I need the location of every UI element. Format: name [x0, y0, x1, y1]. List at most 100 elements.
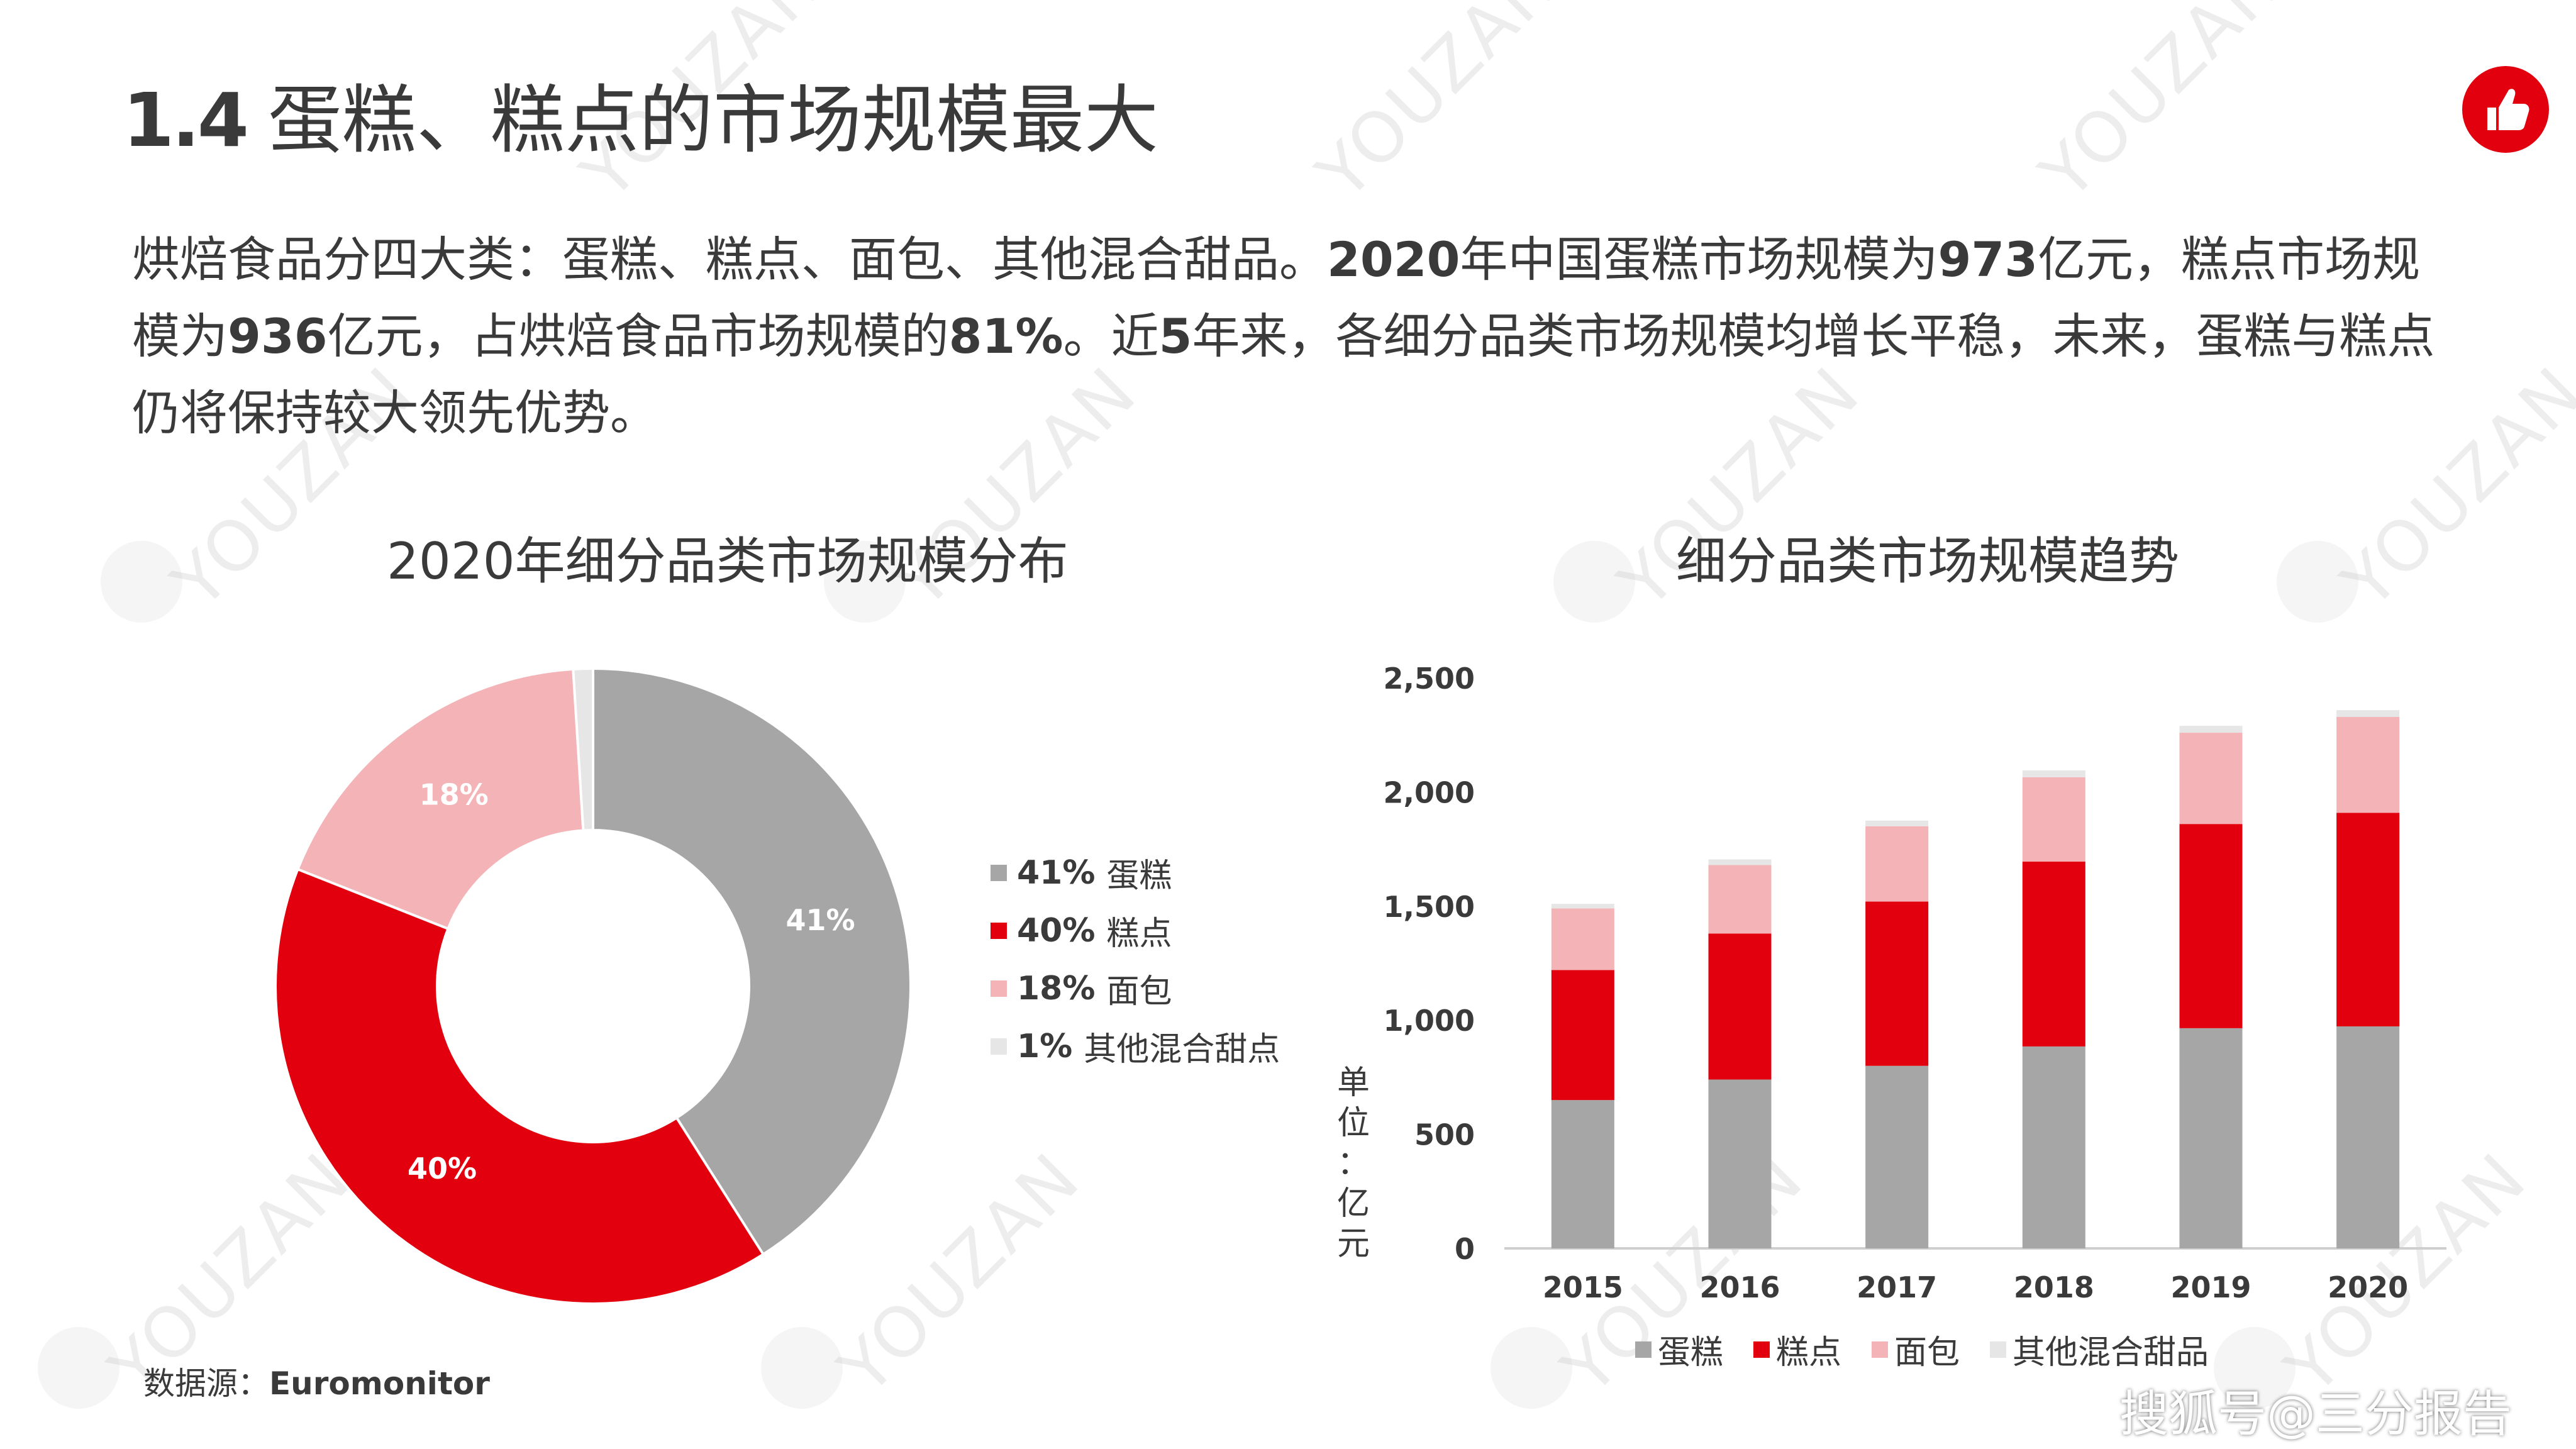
bar-segment-2 [2022, 777, 2085, 862]
watermark-logo-icon [1553, 541, 1635, 623]
source-value: Euromonitor [269, 1365, 490, 1402]
bar-segment-3 [2022, 770, 2085, 777]
bar-legend-item: 糕点 [1753, 1326, 1841, 1373]
bar-chart-title: 细分品类市场规模趋势 [1676, 532, 2179, 591]
legend-swatch [991, 980, 1007, 997]
legend-pct: 1% [1017, 1027, 1073, 1065]
bar-segment-0 [2179, 1028, 2243, 1248]
intro-text: 亿元，占烘焙食品市场规模的 [327, 308, 949, 364]
bar-segment-3 [2336, 710, 2400, 718]
bar-segment-0 [1551, 1100, 1614, 1248]
intro-text: 仍将保持较大领先优势。 [132, 385, 658, 441]
intro-text: 烘焙食品分四大类：蛋糕、糕点、面包、其他混合甜品。 [132, 231, 1327, 287]
bar-segment-1 [1551, 970, 1614, 1101]
legend-swatch [1990, 1341, 2007, 1358]
legend-swatch [991, 922, 1007, 939]
legend-label: 面包 [1106, 973, 1172, 1011]
x-tick-label: 2018 [2014, 1270, 2094, 1304]
legend-swatch [1753, 1341, 1770, 1358]
bar-segment-0 [1708, 1079, 1772, 1248]
intro-text: 。近 [1063, 308, 1159, 364]
donut-legend-item-cake: 41% 蛋糕 [991, 849, 1172, 896]
x-tick-label: 2019 [2170, 1270, 2251, 1304]
donut-data-label-2: 18% [419, 777, 489, 811]
bar-segment-2 [2336, 717, 2400, 813]
intro-text: 年中国蛋糕市场规模为 [1460, 231, 1938, 287]
data-source: 数据源：Euromonitor [143, 1358, 490, 1404]
bar-legend: 蛋糕 糕点 面包 其他混合甜品 [1635, 1326, 2209, 1373]
bar-segment-0 [1865, 1065, 1929, 1248]
y-tick-label: 500 [1414, 1118, 1475, 1152]
bar-segment-1 [2179, 824, 2243, 1028]
donut-data-label-0: 41% [786, 903, 855, 937]
bar-segment-1 [1865, 901, 1929, 1066]
donut-legend-item-pastry: 40% 糕点 [991, 907, 1172, 954]
y-tick-label: 2,000 [1383, 775, 1475, 809]
donut-data-label-1: 40% [408, 1152, 477, 1185]
x-tick-label: 2015 [1543, 1270, 1623, 1304]
intro-text: 亿元，糕点市场规 [2038, 231, 2421, 287]
watermark-logo-icon [101, 541, 182, 623]
intro-text: 年来，各细分品类市场规模均增长平稳，未来，蛋糕与糕点 [1192, 308, 2435, 364]
y-axis-unit-label: 单 位 ： 亿 元 [1336, 1064, 1370, 1263]
watermark-logo-icon [761, 1327, 843, 1409]
legend-label: 其他混合甜品 [2012, 1334, 2209, 1372]
page-title: 1.4 蛋糕、糕点的市场规模最大 [123, 60, 1158, 167]
y-tick-label: 2,500 [1383, 662, 1475, 696]
intro-bold: 973 [1938, 231, 2038, 287]
section-number: 1.4 [123, 77, 249, 164]
legend-pct: 41% [1017, 853, 1096, 892]
watermark-logo-icon [2277, 541, 2358, 623]
watermark-logo-icon [38, 1327, 119, 1409]
bar-legend-item: 面包 [1872, 1326, 1960, 1373]
x-tick-label: 2016 [1699, 1270, 1780, 1304]
legend-label: 糕点 [1776, 1334, 1842, 1372]
donut-slice-2 [296, 667, 585, 931]
watermark-logo-icon [1491, 1327, 1572, 1409]
bar-legend-item: 蛋糕 [1635, 1326, 1723, 1373]
bar-segment-3 [2179, 726, 2243, 733]
intro-bold: 2020 [1327, 231, 1460, 287]
legend-label: 其他混合甜点 [1084, 1031, 1280, 1069]
legend-swatch [1635, 1341, 1652, 1358]
source-label: 数据源： [143, 1365, 269, 1402]
donut-slice-3 [572, 667, 594, 832]
bar-segment-2 [1708, 865, 1772, 934]
bar-segment-0 [2336, 1026, 2400, 1248]
legend-pct: 18% [1017, 969, 1096, 1008]
donut-slice-0 [592, 667, 912, 1257]
watermark-logo-icon [2214, 1327, 2296, 1409]
bar-segment-0 [2022, 1046, 2085, 1248]
y-tick-label: 1,000 [1383, 1004, 1475, 1038]
legend-swatch [991, 1038, 1007, 1055]
bar-legend-item: 其他混合甜品 [1990, 1326, 2209, 1373]
title-text: 蛋糕、糕点的市场规模最大 [268, 77, 1159, 164]
thumbs-up-icon [2462, 66, 2549, 153]
intro-bold: 81% [948, 308, 1063, 364]
intro-text: 模为 [132, 308, 228, 364]
intro-bold: 936 [228, 308, 328, 364]
y-tick-label: 0 [1455, 1232, 1475, 1266]
bar-segment-2 [1551, 908, 1614, 970]
legend-label: 糕点 [1106, 915, 1172, 953]
brand-watermark: 搜狐号@三分报告 [2119, 1386, 2512, 1443]
watermark-logo-icon [824, 541, 906, 623]
legend-label: 蛋糕 [1106, 857, 1172, 895]
donut-legend-item-bread: 18% 面包 [991, 965, 1172, 1012]
bar-segment-2 [1865, 826, 1929, 902]
bar-segment-1 [1708, 933, 1772, 1080]
legend-swatch [1872, 1341, 1889, 1358]
bar-segment-1 [2336, 813, 2400, 1026]
legend-swatch [991, 864, 1007, 881]
bar-segment-1 [2022, 862, 2085, 1046]
x-tick-label: 2017 [1857, 1270, 1937, 1304]
bar-segment-3 [1708, 859, 1772, 865]
intro-bold: 5 [1158, 308, 1192, 364]
donut-legend-item-other: 1% 其他混合甜点 [991, 1023, 1280, 1070]
legend-label: 蛋糕 [1658, 1334, 1724, 1372]
intro-paragraph: 烘焙食品分四大类：蛋糕、糕点、面包、其他混合甜品。2020年中国蛋糕市场规模为9… [132, 221, 2459, 452]
donut-slice-1 [274, 867, 765, 1305]
legend-label: 面包 [1894, 1334, 1960, 1372]
legend-pct: 40% [1017, 911, 1096, 950]
